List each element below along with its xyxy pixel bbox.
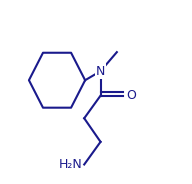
Text: H₂N: H₂N <box>59 158 82 171</box>
Text: N: N <box>96 65 105 78</box>
Text: O: O <box>126 89 136 102</box>
